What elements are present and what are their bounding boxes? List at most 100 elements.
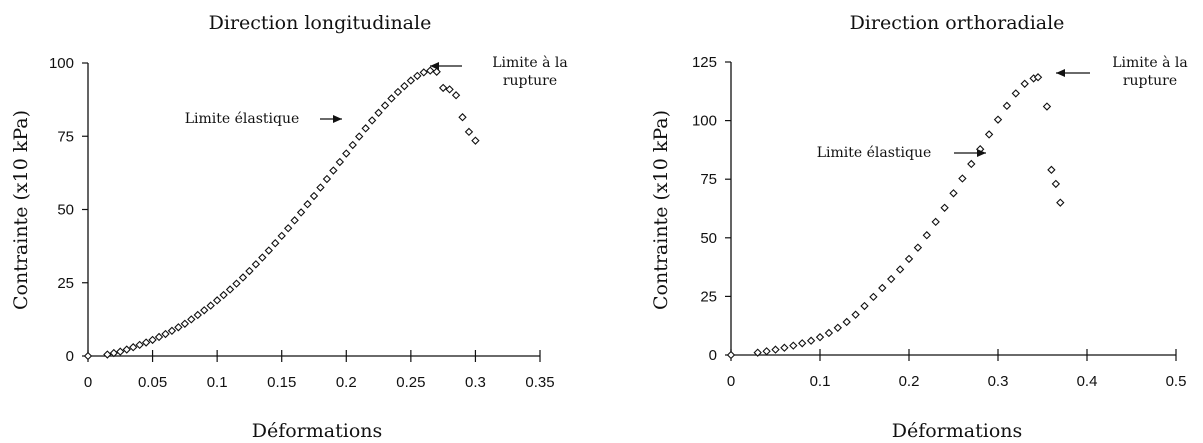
y-tick-label: 75 [700,171,717,188]
data-point [887,274,896,284]
data-point [851,310,860,319]
data-point [283,224,293,233]
data-point [419,68,428,77]
data-point [1002,101,1012,111]
data-point [355,132,364,141]
data-point [1042,102,1052,111]
data-point [225,285,235,294]
x-tick-label: 0.5 [1166,373,1187,390]
y-axis-label: Contrainte (x10 kPa) [650,110,672,310]
data-point [762,347,771,356]
x-tick-label: 0.3 [465,374,486,391]
data-point [940,203,949,212]
data-point [258,253,267,262]
data-point [878,283,887,293]
data-point [464,127,474,137]
arrow-head [1056,69,1065,77]
data-point [109,348,119,358]
data-point [309,191,319,201]
arrow-head [977,149,986,157]
data-point [264,246,273,255]
annotations: Limite élastique Limite à la rupture [817,54,1188,161]
data-point [329,166,338,175]
x-tick-label: 0.3 [988,373,1009,390]
data-point [451,91,461,100]
data-point [148,335,157,345]
data-point [206,301,215,310]
y-tick-label: 75 [57,128,74,145]
data-point [154,332,164,342]
x-axis-label: Déformations [252,420,383,442]
data-point [367,116,377,125]
data-point [167,326,177,335]
annotation-label: Limite à la rupture [1112,54,1188,89]
data-point [842,317,851,327]
data-point [432,67,441,76]
data-point [958,174,967,183]
data-point [219,290,228,300]
data-point [212,296,222,305]
data-point [458,113,467,122]
data-point [116,347,125,356]
data-point [316,183,325,192]
data-point [895,265,905,274]
x-tick-label: 0.1 [207,374,228,391]
data-point [860,301,869,311]
x-tick-label: 0.25 [396,374,425,391]
y-tick-label: 25 [57,275,74,292]
data-point [833,323,842,332]
x-tick-label: 0.2 [336,374,357,391]
data-point [335,157,345,167]
x-tick-label: 0.1 [810,373,831,390]
data-point [780,343,789,352]
data-point [290,216,299,225]
data-point [361,124,370,133]
y-tick-label: 100 [49,55,74,72]
data-point [1033,73,1043,82]
data-point [141,338,151,347]
x-tick-label: 0.2 [899,373,920,390]
data-point [967,159,976,169]
tick-labels: 0 0.1 0.2 0.3 0.4 0.5 0 25 50 75 100 125 [692,54,1186,390]
data-point [984,130,994,139]
data-point [393,87,403,97]
data-point [161,329,170,339]
data-point [1056,198,1065,207]
data-point [251,260,261,269]
data-point [135,340,144,350]
data-point [726,350,736,360]
data-point [913,243,923,252]
y-tick-label: 50 [700,230,717,247]
data-point [824,328,834,338]
annotation-line: rupture [1123,73,1177,89]
x-tick-label: 0.4 [1077,373,1098,390]
arrow-head [430,62,439,70]
data-point [1047,165,1056,175]
y-tick-label: 0 [709,347,717,364]
chart-title: Direction orthoradiale [850,12,1065,34]
axes [82,62,541,362]
y-tick-label: 25 [700,288,717,305]
data-point [806,336,816,345]
data-point [949,189,958,198]
data-point [931,217,940,227]
data-point [400,81,409,91]
data-point [380,101,390,110]
data-point [387,94,396,103]
data-points [726,73,1065,360]
annotation-line: Limite à la [492,54,568,71]
y-tick-label: 100 [692,113,717,130]
annotations: Limite élastique Limite à la rupture [185,54,568,127]
data-point [103,350,112,359]
data-point [200,306,209,315]
data-point [322,174,332,184]
data-point [406,76,416,85]
tick-labels: 0 0.05 0.1 0.15 0.2 0.25 0.3 0.35 0 25 50 75 100 [49,55,555,391]
annotation-line: rupture [503,73,557,89]
data-point [122,345,131,354]
arrow-head [333,115,342,123]
annotation-label: Limite élastique [185,111,300,127]
data-point [1011,89,1020,98]
data-point [303,200,312,209]
